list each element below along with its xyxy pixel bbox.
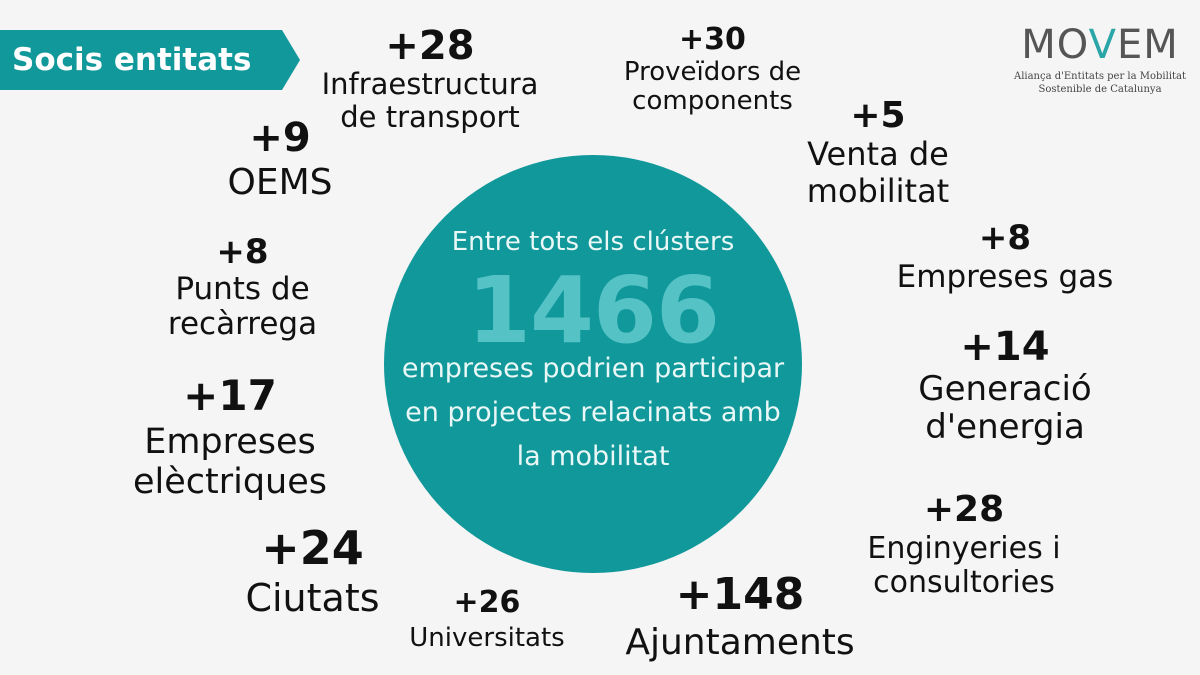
category-ciutats: +24 Ciutats: [225, 520, 400, 620]
logo-subtitle-line1: Aliança d'Entitats per la Mobilitat: [1013, 71, 1187, 82]
center-total: 1466: [466, 257, 720, 364]
category-label-line1: Ajuntaments: [625, 622, 855, 663]
center-description: empreses podrien participar en projectes…: [394, 347, 792, 479]
banner-shape: [0, 30, 300, 90]
category-label-line1: Proveïdors de: [623, 57, 802, 87]
category-number: +24: [261, 521, 364, 575]
category-number: +8: [216, 232, 269, 272]
logo-wordmark: MOVEM: [1010, 22, 1190, 68]
category-number: +148: [675, 569, 805, 620]
title-banner: Socis entitats: [0, 30, 300, 90]
category-punts-recarrega: +8 Punts de recàrrega: [150, 232, 335, 342]
category-ajuntaments: +148 Ajuntaments: [615, 568, 865, 664]
category-label-line1: Infraestructura: [321, 67, 539, 101]
category-venta-mobilitat: +5 Venta de mobilitat: [788, 96, 968, 210]
category-empreses-electriques: +17 Empreses elèctriques: [110, 370, 350, 502]
center-intro: Entre tots els clústers: [451, 227, 735, 257]
center-circle: Entre tots els clústers 1466 empreses po…: [384, 155, 802, 573]
category-label-line2: elèctriques: [132, 462, 328, 502]
category-proveidors: +30 Proveïdors de components: [600, 22, 825, 116]
category-label-line1: Venta de: [807, 135, 949, 173]
logo-word-v: V: [1088, 22, 1117, 68]
category-infraestructura: +28 Infraestructura de transport: [310, 24, 550, 134]
logo-subtitle-line2: Sostenible de Catalunya: [1038, 84, 1162, 95]
category-label-line1: OEMS: [227, 162, 333, 203]
category-label-line2: mobilitat: [806, 172, 950, 210]
category-number: +5: [850, 95, 906, 136]
center-text-line1: empreses podrien participar: [401, 353, 785, 384]
center-text-line3: la mobilitat: [516, 441, 670, 472]
center-text-line2: en projectes relacinats amb: [405, 397, 781, 428]
category-number: +28: [923, 489, 1005, 530]
banner-title: Socis entitats: [12, 42, 252, 78]
category-number: +8: [978, 218, 1032, 258]
category-number: +9: [249, 115, 311, 161]
category-label-line2: consultories: [873, 565, 1055, 600]
category-label-line1: Universitats: [409, 623, 565, 653]
category-oems: +9 OEMS: [200, 114, 360, 204]
category-label-line1: Empreses: [144, 422, 316, 462]
category-label-line2: components: [632, 86, 793, 116]
category-number: +30: [679, 22, 746, 57]
category-empreses-gas: +8 Empreses gas: [880, 218, 1130, 296]
category-number: +14: [960, 324, 1050, 370]
movem-logo: MOVEM Aliança d'Entitats per la Mobilita…: [1010, 22, 1200, 102]
category-label-line2: d'energia: [925, 407, 1085, 447]
category-label-line2: recàrrega: [167, 306, 318, 342]
category-label-line1: Enginyeries i: [867, 531, 1061, 566]
category-label-line1: Ciutats: [245, 576, 380, 620]
category-label-line1: Punts de: [175, 271, 310, 307]
category-number: +17: [183, 371, 277, 420]
logo-word-start: MO: [1021, 22, 1089, 68]
category-enginyeries: +28 Enginyeries i consultories: [850, 488, 1078, 600]
category-label-line2: de transport: [340, 100, 520, 134]
category-universitats: +26 Universitats: [392, 584, 582, 654]
category-number: +28: [385, 23, 475, 69]
logo-word-end: EM: [1116, 22, 1179, 68]
category-number: +26: [453, 585, 521, 620]
category-label-line1: Generació: [918, 369, 1092, 409]
category-label-line1: Empreses gas: [896, 259, 1114, 295]
logo-subtitle: Aliança d'Entitats per la Mobilitat Sost…: [1010, 70, 1190, 96]
category-generacio-energia: +14 Generació d'energia: [900, 324, 1110, 446]
